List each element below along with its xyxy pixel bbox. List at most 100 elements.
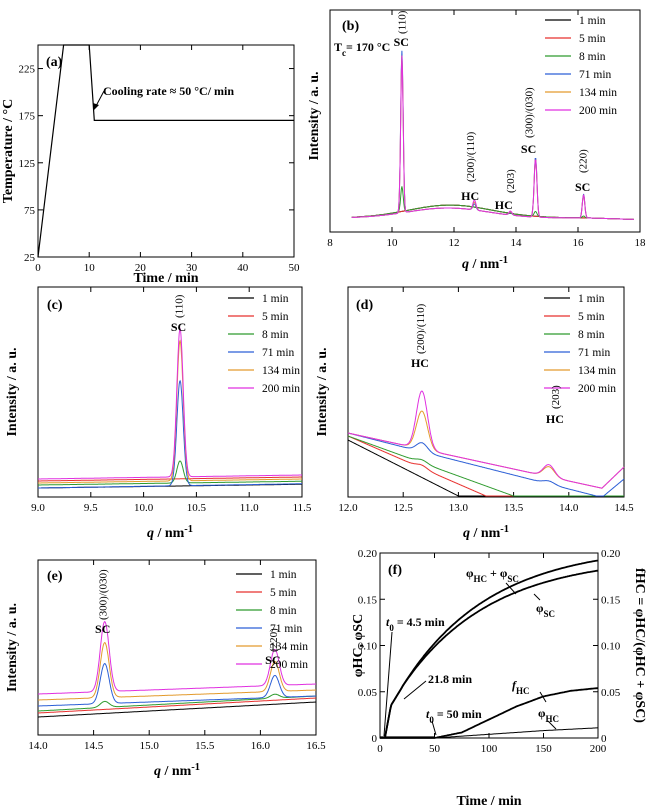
- panel-a-temperature-line: [37, 44, 294, 258]
- panel-c-series: [38, 460, 302, 486]
- panel-b-series: [351, 186, 634, 220]
- panel-f-curve-1: [384, 569, 598, 739]
- panel-e-xtick-label: 15.0: [140, 740, 160, 752]
- panel-f-xtick-label: 50: [429, 743, 441, 755]
- panel-e-peak-label: SC: [95, 622, 110, 636]
- panel-d-peak-label: HC: [411, 356, 429, 370]
- panel-f-curve-label-fhc: fHC: [512, 678, 530, 696]
- panel-a-ytick-label: 75: [24, 205, 36, 217]
- panel-f-arrow: [431, 720, 437, 736]
- panel-b-xtick-label: 14: [511, 237, 523, 249]
- panel-d-series: [347, 410, 625, 489]
- panel-b-legend-entry: 1 min: [579, 15, 606, 27]
- panel-f-ytick-label: 0: [372, 733, 378, 745]
- panel-e-series: [38, 641, 316, 701]
- panel-b-ylabel: Intensity / a. u.: [307, 71, 322, 160]
- panel-c-legend-entry: 8 min: [262, 329, 289, 341]
- panel-f-xtick-label: 100: [481, 743, 498, 755]
- panel-e-xlabel: q / nm-1: [154, 762, 200, 780]
- panel-f-annotation-218: 21.8 min: [428, 672, 472, 686]
- panel-a-xtick-label: 50: [289, 262, 301, 274]
- panel-d-legend-entry: 200 min: [578, 383, 616, 395]
- panel-b-xtick-label: 10: [387, 237, 399, 249]
- panel-d-xtick-label: 14.5: [614, 502, 634, 514]
- panel-a-label: (a): [46, 55, 63, 70]
- panel-d-xtick-label: 13.0: [449, 502, 469, 514]
- panel-d-legend-entry: 5 min: [578, 311, 605, 323]
- panel-c-series: [38, 339, 302, 484]
- panel-b-xlabel: q / nm-1: [462, 255, 508, 273]
- panel-e-legend-entry: 200 min: [270, 659, 308, 671]
- panel-f-arrow: [383, 631, 393, 737]
- panel-e-series: [38, 701, 316, 718]
- panel-b-peak-miller: (220): [578, 149, 590, 173]
- panel-a-ytick-label: 25: [24, 252, 36, 264]
- panel-e-peak-miller: (220): [268, 628, 280, 652]
- panel-f-left-ylabel: φHC, φSC: [351, 614, 366, 677]
- panel-d-series: [347, 435, 624, 497]
- panel-e-xtick-label: 15.5: [195, 740, 215, 752]
- panel-a-ytick-label: 225: [19, 64, 36, 76]
- panel-f-annotation-t0-50: t0 = 50 min: [426, 707, 482, 725]
- panel-a-annotation: Cooling rate ≈ 50 °C/ min: [103, 84, 234, 98]
- panel-c-xtick-label: 10.0: [134, 502, 154, 514]
- panel-d-peak-miller: (203): [550, 385, 562, 409]
- panel-c-xtick-label: 9.5: [84, 502, 98, 514]
- panel-f-curve-2: [380, 687, 599, 739]
- panel-c-xlabel: q / nm-1: [147, 524, 193, 542]
- panel-b-peak-label: HC: [461, 189, 479, 203]
- panel-f-right-ylabel: fHC = φHC/(φHC + φSC): [632, 568, 647, 723]
- panel-b-peak-label: HC: [495, 198, 513, 212]
- panel-d-series: [347, 435, 624, 497]
- panel-e-xtick-label: 14.0: [28, 740, 48, 752]
- panel-b-frame: [329, 9, 641, 233]
- panel-f-frame: [379, 552, 599, 739]
- panel-a-ytick-label: 175: [19, 111, 36, 123]
- panel-e-label: (e): [47, 569, 63, 584]
- panel-f-curve-label-hc: φHC: [538, 706, 559, 724]
- panel-b-legend-entry: 8 min: [579, 51, 606, 63]
- panel-a-ytick-label: 125: [19, 158, 36, 170]
- panel-c-legend-entry: 1 min: [262, 293, 289, 305]
- panel-d-series: [347, 432, 625, 497]
- panel-c-peak-label: SC: [171, 320, 186, 334]
- panel-e-xtick-label: 16.0: [251, 740, 271, 752]
- panel-b-xtick-label: 16: [573, 237, 585, 249]
- panel-f-curve-label-sum: φHC + φSC: [466, 566, 519, 584]
- panel-d-xtick-label: 13.5: [504, 502, 524, 514]
- panel-e-legend-entry: 1 min: [270, 569, 297, 581]
- panel-a-xtick-label: 20: [135, 262, 147, 274]
- panel-e-series: [38, 663, 316, 707]
- panel-b-peak-miller: (203): [505, 169, 517, 193]
- panel-e-frame: [37, 559, 317, 736]
- panel-c-label: (c): [47, 298, 63, 313]
- panel-f-curve-0: [384, 559, 598, 739]
- panel-f-curve-label-sc: φSC: [536, 601, 555, 619]
- panel-e-legend-entry: 134 min: [270, 641, 308, 653]
- panel-f-ytick-label: 0.15: [358, 594, 378, 606]
- panel-f-arrow: [539, 691, 547, 703]
- panel-d-xlabel: q / nm-1: [463, 524, 509, 542]
- panel-a-ylabel: Temperature / °C: [1, 99, 16, 203]
- panel-b-xtick-label: 18: [635, 237, 647, 249]
- panel-f-annotation-t0-45: t0 = 4.5 min: [386, 615, 445, 633]
- panel-c-xtick-label: 9.0: [31, 502, 45, 514]
- panel-f-arrow: [547, 720, 557, 730]
- panel-e-peak-label: SC: [265, 653, 280, 667]
- panel-a-xtick-label: 10: [84, 262, 96, 274]
- panel-e-series: [38, 693, 316, 712]
- panel-d-label: (d): [356, 298, 373, 313]
- panel-d-xtick-label: 12.0: [338, 502, 358, 514]
- panel-b-label: (b): [342, 19, 359, 34]
- panel-e-legend-entry: 5 min: [270, 587, 297, 599]
- panel-a-arrowhead: [93, 103, 99, 110]
- panel-d-peak-label: HC: [546, 412, 564, 426]
- panel-f-xtick-label: 150: [535, 743, 552, 755]
- panel-c-series: [38, 379, 302, 489]
- panel-c-xtick-label: 10.5: [187, 502, 207, 514]
- panel-f-ytick-label-right: 0.20: [601, 548, 621, 560]
- panel-b-legend-entry: 134 min: [579, 87, 617, 99]
- panel-d-legend-entry: 134 min: [578, 365, 616, 377]
- panel-d-xtick-label: 12.5: [394, 502, 414, 514]
- panel-a-frame: [37, 44, 295, 258]
